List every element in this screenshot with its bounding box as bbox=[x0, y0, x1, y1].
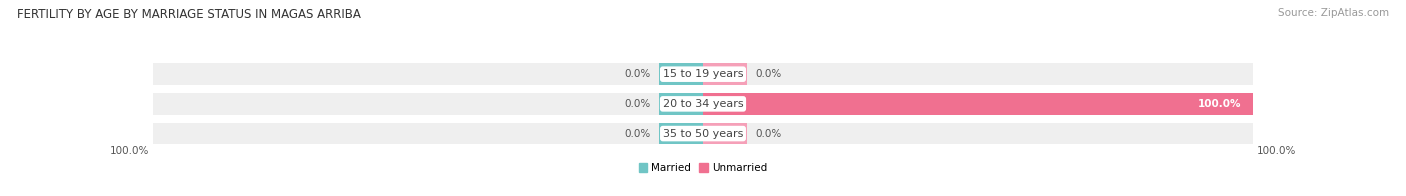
Text: 0.0%: 0.0% bbox=[624, 69, 651, 79]
Bar bbox=[659, 123, 703, 144]
Bar bbox=[659, 64, 703, 85]
Bar bbox=[153, 123, 1253, 144]
Bar bbox=[703, 64, 747, 85]
Text: 0.0%: 0.0% bbox=[624, 129, 651, 139]
Text: 100.0%: 100.0% bbox=[1257, 146, 1296, 156]
Text: 100.0%: 100.0% bbox=[110, 146, 149, 156]
Text: 35 to 50 years: 35 to 50 years bbox=[662, 129, 744, 139]
Text: Source: ZipAtlas.com: Source: ZipAtlas.com bbox=[1278, 8, 1389, 18]
Text: 0.0%: 0.0% bbox=[624, 99, 651, 109]
Text: 100.0%: 100.0% bbox=[1198, 99, 1241, 109]
Text: FERTILITY BY AGE BY MARRIAGE STATUS IN MAGAS ARRIBA: FERTILITY BY AGE BY MARRIAGE STATUS IN M… bbox=[17, 8, 361, 21]
Bar bbox=[659, 93, 703, 115]
Bar bbox=[153, 64, 1253, 85]
Bar bbox=[703, 123, 747, 144]
Bar bbox=[153, 93, 1253, 115]
Legend: Married, Unmarried: Married, Unmarried bbox=[634, 159, 772, 177]
Text: 0.0%: 0.0% bbox=[755, 129, 782, 139]
Text: 20 to 34 years: 20 to 34 years bbox=[662, 99, 744, 109]
Bar bbox=[703, 93, 1253, 115]
Text: 0.0%: 0.0% bbox=[755, 69, 782, 79]
Text: 15 to 19 years: 15 to 19 years bbox=[662, 69, 744, 79]
